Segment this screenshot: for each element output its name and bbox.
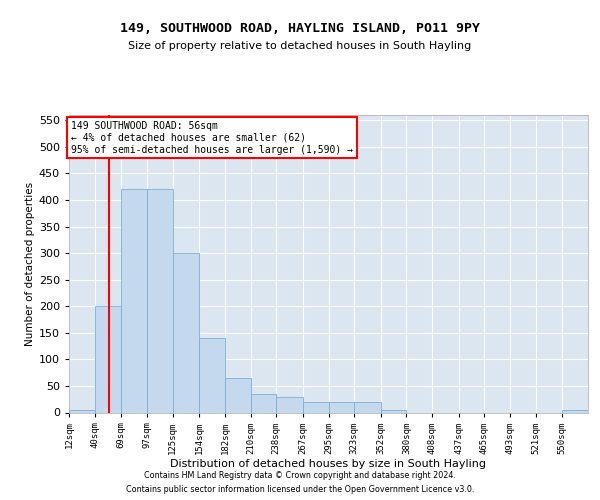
Bar xyxy=(121,190,147,412)
Bar xyxy=(329,402,354,412)
Text: 149, SOUTHWOOD ROAD, HAYLING ISLAND, PO11 9PY: 149, SOUTHWOOD ROAD, HAYLING ISLAND, PO1… xyxy=(120,22,480,36)
Bar xyxy=(562,410,588,412)
Bar xyxy=(95,306,121,412)
Bar xyxy=(276,396,303,412)
Bar xyxy=(225,378,251,412)
X-axis label: Distribution of detached houses by size in South Hayling: Distribution of detached houses by size … xyxy=(170,460,487,469)
Text: 149 SOUTHWOOD ROAD: 56sqm
← 4% of detached houses are smaller (62)
95% of semi-d: 149 SOUTHWOOD ROAD: 56sqm ← 4% of detach… xyxy=(71,122,353,154)
Text: Contains HM Land Registry data © Crown copyright and database right 2024.: Contains HM Land Registry data © Crown c… xyxy=(144,472,456,480)
Bar xyxy=(354,402,381,412)
Bar xyxy=(303,402,329,412)
Bar xyxy=(147,190,173,412)
Bar xyxy=(173,253,199,412)
Bar xyxy=(251,394,276,412)
Bar xyxy=(69,410,95,412)
Text: Contains public sector information licensed under the Open Government Licence v3: Contains public sector information licen… xyxy=(126,486,474,494)
Y-axis label: Number of detached properties: Number of detached properties xyxy=(25,182,35,346)
Text: Size of property relative to detached houses in South Hayling: Size of property relative to detached ho… xyxy=(128,41,472,51)
Bar xyxy=(381,410,406,412)
Bar xyxy=(199,338,225,412)
